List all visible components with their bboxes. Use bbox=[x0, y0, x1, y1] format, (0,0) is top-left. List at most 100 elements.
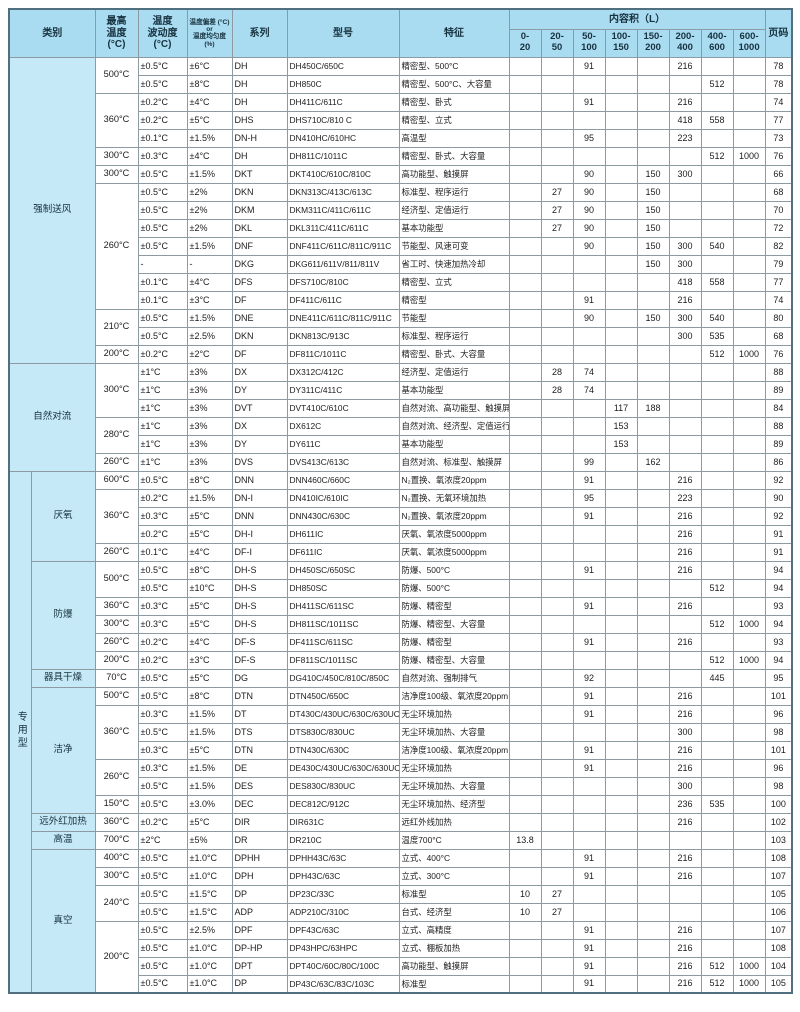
cell-capacity: 91 bbox=[572, 470, 606, 490]
cell-capacity bbox=[668, 74, 702, 94]
cell-capacity bbox=[700, 902, 734, 922]
cell-capacity bbox=[508, 200, 542, 220]
cell-page: 88 bbox=[764, 362, 793, 382]
cell-series: DH bbox=[231, 146, 288, 166]
cell-capacity bbox=[604, 452, 638, 472]
cell-capacity bbox=[540, 758, 574, 778]
cell-page: 98 bbox=[764, 776, 793, 796]
table-row: ±0.5°C ±1.0°C DP DP43C/63C/83C/103C 标准型 91 216… bbox=[9, 974, 793, 994]
cell-capacity: 216 bbox=[668, 740, 702, 760]
cell-capacity bbox=[700, 686, 734, 706]
cell-capacity bbox=[700, 884, 734, 904]
cell-capacity: 117 bbox=[604, 398, 638, 418]
cell-page: 105 bbox=[764, 974, 793, 994]
cell-capacity: 153 bbox=[604, 434, 638, 454]
cell-capacity: 91 bbox=[572, 974, 606, 994]
cell-fluctuation: ±0.1°C bbox=[137, 290, 188, 310]
cell-capacity bbox=[604, 722, 638, 742]
table-row: 300°C ±0.3°C ±5°C DH-S DH811SC/1011SC 防爆、精密型、… bbox=[9, 614, 793, 634]
cell-capacity bbox=[668, 902, 702, 922]
cell-page: 104 bbox=[764, 956, 793, 976]
cell-fluctuation: ±0.3°C bbox=[137, 596, 188, 616]
cell-capacity: 95 bbox=[572, 488, 606, 508]
cell-capacity: 1000 bbox=[732, 344, 766, 364]
cell-model: DX612C bbox=[286, 416, 400, 436]
cell-capacity bbox=[700, 434, 734, 454]
cell-feature: 防爆、500°C bbox=[398, 560, 510, 580]
cell-capacity bbox=[636, 848, 670, 868]
col-header-range-20-50: 20- 50 bbox=[540, 28, 574, 58]
cell-deviation: ±1.5% bbox=[186, 704, 233, 724]
cell-series: DF-I bbox=[231, 542, 288, 562]
cell-max-temp: 210°C bbox=[94, 308, 139, 346]
cell-capacity bbox=[540, 560, 574, 580]
cell-capacity bbox=[732, 758, 766, 778]
cell-page: 103 bbox=[764, 830, 793, 850]
cell-feature: 温度700°C bbox=[398, 830, 510, 850]
cell-capacity bbox=[540, 614, 574, 634]
cell-capacity: 216 bbox=[668, 56, 702, 76]
table-row: 260°C ±0.5°C ±2% DKN DKN313C/413C/613C 标准型、程序… bbox=[9, 182, 793, 310]
cell-capacity bbox=[540, 848, 574, 868]
cell-capacity bbox=[508, 290, 542, 310]
cell-capacity bbox=[508, 776, 542, 796]
cell-capacity bbox=[668, 614, 702, 634]
cell-capacity bbox=[540, 272, 574, 292]
table-row: ±1°C ±3% DVT DVT410C/610C 自然对流、高功能型、触摸屏 117 18… bbox=[9, 398, 793, 418]
cell-capacity bbox=[636, 524, 670, 544]
cell-capacity bbox=[508, 380, 542, 400]
cell-deviation: ±2.5% bbox=[186, 326, 233, 346]
cell-feature: 立式、300°C bbox=[398, 866, 510, 886]
cell-capacity bbox=[700, 398, 734, 418]
col-header-deviation: 温度偏差 (°C) or 温度均匀度 (%) bbox=[186, 8, 233, 58]
cell-capacity: 540 bbox=[700, 236, 734, 256]
cell-series: DN-H bbox=[231, 128, 288, 148]
cell-feature: 标准型 bbox=[398, 974, 510, 994]
cell-feature: 无尘环境加热、大容量 bbox=[398, 776, 510, 796]
cell-page: 100 bbox=[764, 794, 793, 814]
cell-capacity: 216 bbox=[668, 290, 702, 310]
table-row: ±1°C ±3% DY DY611C 基本功能型 153 89 bbox=[9, 434, 793, 454]
cell-capacity bbox=[700, 452, 734, 472]
cell-max-temp: 300°C bbox=[94, 614, 139, 634]
cell-capacity bbox=[636, 956, 670, 976]
cell-feature: 厌氧、氧浓度5000ppm bbox=[398, 542, 510, 562]
cell-model: DPT40C/60C/80C/100C bbox=[286, 956, 400, 976]
table-row: 300°C ±0.3°C ±4°C DH DH811C/1011C 精密型、卧式、大容量 5… bbox=[9, 146, 793, 166]
cell-capacity bbox=[604, 236, 638, 256]
cell-capacity bbox=[508, 308, 542, 328]
cell-capacity bbox=[668, 146, 702, 166]
cell-capacity: 300 bbox=[668, 776, 702, 796]
cell-max-temp: 240°C bbox=[94, 884, 139, 922]
cell-deviation: ±1.0°C bbox=[186, 866, 233, 886]
cell-model: DP43HPC/63HPC bbox=[286, 938, 400, 958]
cell-page: 89 bbox=[764, 380, 793, 400]
cell-max-temp: 200°C bbox=[94, 344, 139, 364]
cell-deviation: ±1.5% bbox=[186, 164, 233, 184]
cell-capacity bbox=[508, 686, 542, 706]
table-row: ±0.1°C ±4°C DFS DFS710C/810C 精密型、立式 418 558 77 bbox=[9, 272, 793, 292]
cell-subcategory: 高温 bbox=[30, 830, 96, 850]
table-row: 260°C ±0.3°C ±1.5% DE DE430C/430UC/630C/630U… bbox=[9, 758, 793, 796]
cell-series: DEC bbox=[231, 794, 288, 814]
cell-max-temp: 360°C bbox=[94, 704, 139, 760]
cell-capacity bbox=[700, 254, 734, 274]
cell-subcategory: 厌氧 bbox=[30, 470, 96, 562]
cell-series: DNE bbox=[231, 308, 288, 328]
cell-model: DN410IC/610IC bbox=[286, 488, 400, 508]
table-row: ±1°C ±3% DY DY311C/411C 基本功能型 28 74 89 bbox=[9, 380, 793, 400]
cell-capacity: 236 bbox=[668, 794, 702, 814]
cell-capacity bbox=[732, 794, 766, 814]
cell-series: DH bbox=[231, 74, 288, 94]
cell-page: 101 bbox=[764, 686, 793, 706]
cell-deviation: ±3°C bbox=[186, 650, 233, 670]
cell-fluctuation: ±0.5°C bbox=[137, 902, 188, 922]
table-row: ±0.5°C ±1.5°C ADP ADP210C/310C 台式、经济型 10 27 106 bbox=[9, 902, 793, 922]
cell-capacity: 300 bbox=[668, 722, 702, 742]
table-row: ±0.3°C ±5°C DNN DNN430C/630C N₂置换、氧浓度20ppm 91… bbox=[9, 506, 793, 526]
cell-capacity: 91 bbox=[572, 560, 606, 580]
cell-capacity bbox=[732, 866, 766, 886]
cell-capacity bbox=[508, 236, 542, 256]
cell-capacity: 91 bbox=[572, 686, 606, 706]
cell-capacity bbox=[604, 866, 638, 886]
